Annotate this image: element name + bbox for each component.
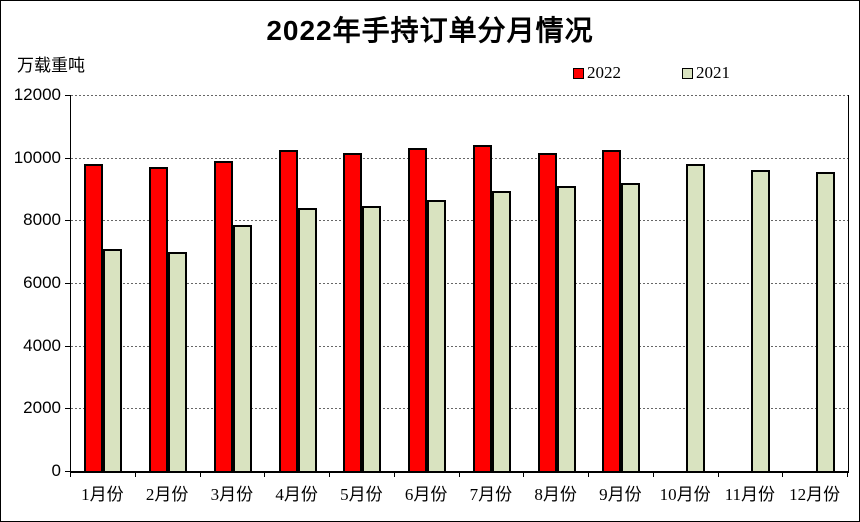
y-axis-unit-label: 万载重吨 [17, 56, 85, 75]
y-axis-tick-8000 [65, 220, 70, 222]
x-axis-tick-0 [70, 473, 71, 477]
legend-swatch-2021-icon [682, 67, 693, 79]
x-axis-tick-3 [264, 473, 266, 477]
bar-2022-3月份 [213, 160, 233, 471]
bar-2021-7月份 [491, 190, 511, 471]
bar-2022-6月份 [408, 148, 428, 471]
x-axis-label-10月份: 10月份 [659, 485, 711, 504]
x-axis-tick-6 [458, 473, 460, 477]
y-axis-label-12000: 12000 [13, 85, 61, 104]
bar-2022-7月份 [472, 145, 492, 471]
x-axis-tick-10 [717, 473, 719, 477]
legend-label-2022: 2022 [587, 63, 621, 82]
y-axis-tick-2000 [65, 408, 70, 410]
bar-2021-6月份 [427, 199, 447, 471]
x-axis-label-9月份: 9月份 [599, 485, 642, 504]
x-axis-tick-12 [847, 473, 848, 477]
x-axis-tick-2 [199, 473, 201, 477]
x-axis-label-5月份: 5月份 [340, 485, 383, 504]
y-axis-label-0: 0 [51, 461, 61, 480]
bar-2021-8月份 [556, 185, 576, 471]
bar-2021-9月份 [621, 182, 641, 471]
gridline-4000 [71, 345, 848, 348]
y-axis-tick-12000 [65, 95, 70, 96]
x-axis-label-8月份: 8月份 [534, 485, 577, 504]
bar-2022-5月份 [343, 152, 363, 471]
gridline-6000 [71, 283, 848, 285]
legend-item-2022: 2022 [573, 63, 621, 83]
x-axis-label-3月份: 3月份 [210, 485, 254, 504]
y-axis-tick-4000 [65, 345, 70, 347]
x-axis-tick-9 [652, 473, 654, 477]
y-axis-tick-6000 [65, 283, 70, 284]
y-axis-label-6000: 6000 [23, 273, 61, 292]
gridline-8000 [71, 220, 848, 223]
y-axis-label-2000: 2000 [23, 398, 61, 418]
bar-2022-9月份 [602, 149, 622, 471]
bar-2022-4月份 [278, 149, 298, 471]
x-axis-label-6月份: 6月份 [404, 485, 448, 504]
legend-label-2021: 2021 [696, 63, 730, 82]
x-axis-tick-4 [329, 473, 330, 477]
bar-2022-2月份 [149, 167, 169, 471]
bar-2021-5月份 [362, 206, 382, 471]
bar-2021-10月份 [686, 163, 706, 471]
x-axis-label-4月份: 4月份 [275, 485, 318, 504]
x-axis-label-1月份: 1月份 [81, 485, 124, 504]
bar-2021-4月份 [297, 207, 317, 471]
bar-2021-11月份 [750, 170, 770, 471]
x-axis-tick-1 [134, 473, 136, 477]
y-axis-label-4000: 4000 [23, 335, 61, 355]
legend-swatch-2022-icon [573, 67, 584, 79]
y-axis-tick-0 [65, 471, 70, 472]
y-axis-label-8000: 8000 [23, 210, 61, 230]
gridline-12000 [71, 95, 848, 97]
gridline-2000 [71, 408, 848, 411]
x-axis-tick-5 [393, 473, 395, 477]
plot-area [70, 95, 849, 473]
bar-2021-2月份 [168, 251, 188, 471]
chart-title: 2022年手持订单分月情况 [266, 15, 594, 46]
legend-item-2021: 2021 [682, 63, 730, 83]
y-axis-tick-10000 [65, 157, 70, 159]
y-axis-label-10000: 10000 [13, 147, 61, 167]
x-axis-label-12月份: 12月份 [789, 485, 841, 504]
x-axis-tick-8 [588, 473, 589, 477]
x-axis-label-2月份: 2月份 [145, 485, 189, 504]
bar-2022-1月份 [84, 163, 104, 471]
gridline-10000 [71, 157, 848, 160]
x-axis-label-7月份: 7月份 [469, 485, 513, 504]
bar-2022-8月份 [537, 152, 557, 471]
bar-2021-3月份 [232, 225, 252, 471]
x-axis-tick-7 [523, 473, 525, 477]
bar-2021-12月份 [815, 171, 835, 471]
bar-2021-1月份 [103, 248, 123, 471]
x-axis-tick-11 [782, 473, 784, 477]
x-axis-label-11月份: 11月份 [724, 485, 776, 504]
